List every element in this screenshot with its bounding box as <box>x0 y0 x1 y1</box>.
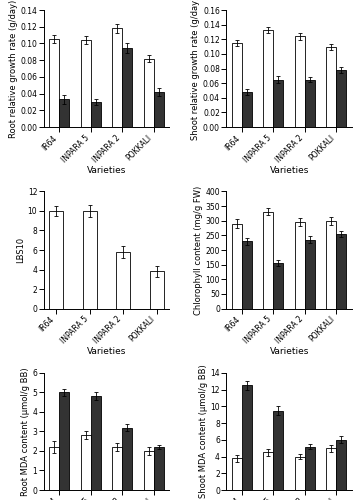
Text: (a): (a) <box>99 225 114 235</box>
Bar <box>49 211 63 308</box>
Bar <box>81 436 91 490</box>
Bar <box>337 234 346 308</box>
Bar <box>326 448 337 490</box>
Bar <box>273 410 284 490</box>
Legend: Control: Control <box>87 385 126 394</box>
Bar <box>150 272 164 308</box>
Bar <box>337 70 346 127</box>
Bar <box>122 428 132 490</box>
Bar <box>154 92 164 127</box>
Bar <box>59 392 69 490</box>
Text: (c): (c) <box>100 406 113 416</box>
Y-axis label: Root MDA content (μmol/g BB): Root MDA content (μmol/g BB) <box>21 367 30 496</box>
Bar <box>305 80 315 127</box>
Bar <box>116 252 130 308</box>
Bar <box>112 28 122 127</box>
Bar <box>242 92 252 127</box>
Bar <box>83 211 97 308</box>
Bar <box>242 386 252 490</box>
Bar <box>263 452 273 490</box>
Bar <box>295 456 305 490</box>
Text: (b): (b) <box>282 225 297 235</box>
Bar <box>263 30 273 127</box>
Bar <box>232 224 242 308</box>
Bar <box>49 447 59 490</box>
Bar <box>242 241 252 308</box>
Bar <box>232 43 242 127</box>
Legend: Control, Fe: Control, Fe <box>257 204 321 212</box>
Bar <box>112 447 122 490</box>
Y-axis label: LBS10: LBS10 <box>16 237 25 263</box>
Legend: Control, Fe: Control, Fe <box>257 385 321 394</box>
Bar <box>49 40 59 127</box>
Bar <box>295 222 305 308</box>
Bar <box>91 102 101 127</box>
Bar <box>273 263 284 308</box>
Y-axis label: Shoot MDA content (μmol/g BB): Shoot MDA content (μmol/g BB) <box>199 364 208 498</box>
X-axis label: Varieties: Varieties <box>87 166 126 175</box>
Bar <box>122 48 132 127</box>
Bar <box>305 446 315 490</box>
Bar <box>154 447 164 490</box>
Bar <box>91 396 101 490</box>
Bar <box>305 240 315 308</box>
Bar <box>144 58 154 127</box>
Bar <box>326 220 337 308</box>
Bar <box>273 80 284 127</box>
Y-axis label: Root relative growth rate (g/day): Root relative growth rate (g/day) <box>9 0 17 138</box>
Bar <box>295 36 305 127</box>
Bar <box>232 458 242 490</box>
X-axis label: Varieties: Varieties <box>269 348 309 356</box>
Y-axis label: Shoot relative growth rate (g/day): Shoot relative growth rate (g/day) <box>191 0 200 140</box>
X-axis label: Varieties: Varieties <box>87 348 126 356</box>
Y-axis label: Chlorophyll content (mg/g FW): Chlorophyll content (mg/g FW) <box>193 186 203 314</box>
Bar <box>81 40 91 127</box>
Bar <box>337 440 346 490</box>
Legend: Control, Fe: Control, Fe <box>74 204 139 212</box>
Text: (d): (d) <box>282 406 297 416</box>
Bar <box>59 100 69 127</box>
X-axis label: Varieties: Varieties <box>269 166 309 175</box>
Bar <box>326 46 337 127</box>
Bar <box>144 451 154 490</box>
Bar <box>263 212 273 308</box>
